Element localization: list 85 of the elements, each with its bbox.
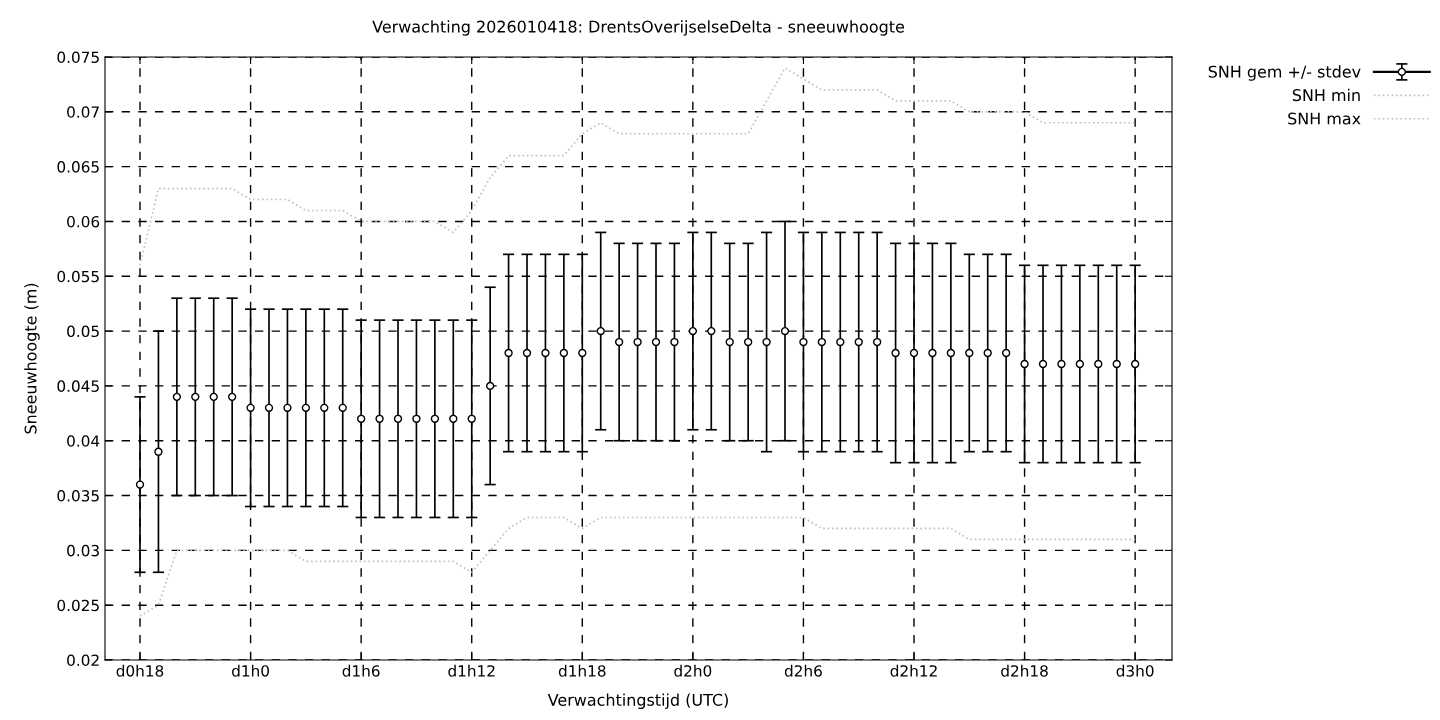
y-tick-label: 0.05	[67, 325, 99, 338]
point	[1038, 359, 1048, 369]
point	[264, 403, 274, 413]
y-tick-label: 0.025	[57, 599, 99, 612]
point	[283, 403, 292, 413]
point	[449, 414, 458, 423]
point	[541, 348, 550, 358]
y-tick-label: 0.06	[67, 215, 100, 228]
chart-title: Verwachting 2026010418: DrentsOverijselseDelta - sneeuwhoogte	[372, 20, 905, 36]
x-tick-label: d2h6	[784, 664, 822, 677]
x-tick-label: d2h18	[1001, 664, 1048, 677]
point	[965, 348, 974, 358]
point	[227, 392, 237, 402]
legend-label: SNH gem +/- stdev	[1208, 65, 1361, 81]
point	[154, 447, 163, 456]
y-tick-label: 0.035	[57, 490, 99, 502]
legend-label: SNH min	[1292, 88, 1360, 102]
point	[467, 414, 476, 423]
point	[799, 337, 808, 347]
point	[743, 337, 753, 347]
y-tick-label: 0.045	[57, 380, 99, 392]
point	[559, 348, 569, 358]
point	[191, 392, 200, 402]
point	[670, 337, 679, 347]
point	[1112, 359, 1121, 369]
line-series	[139, 516, 1136, 617]
point	[633, 337, 642, 347]
point	[356, 414, 366, 423]
point	[578, 348, 587, 358]
point	[375, 414, 384, 423]
point	[209, 392, 218, 402]
point	[854, 337, 863, 347]
point	[1130, 359, 1140, 369]
point	[1075, 359, 1085, 369]
y-tick-label: 0.065	[57, 161, 99, 173]
x-tick-label: d2h12	[890, 664, 937, 677]
point	[817, 337, 827, 347]
point	[320, 403, 329, 413]
y-tick-label: 0.02	[67, 654, 99, 667]
y-tick-label: 0.07	[67, 106, 99, 118]
line-series	[139, 67, 1136, 267]
point	[725, 337, 734, 347]
point	[780, 326, 790, 336]
x-tick-label: d2h0	[674, 664, 712, 677]
x-tick-label: d1h12	[448, 664, 495, 677]
x-tick-label: d1h18	[558, 664, 606, 677]
point	[983, 348, 992, 358]
y-tick-label: 0.04	[67, 435, 100, 447]
point	[504, 348, 513, 358]
point	[836, 337, 845, 347]
point	[872, 337, 882, 347]
point	[246, 403, 255, 413]
point	[412, 414, 421, 423]
point	[909, 348, 919, 358]
point	[485, 381, 495, 391]
point	[614, 337, 624, 347]
x-tick-label: d1h6	[342, 664, 380, 677]
y-tick-label: 0.03	[67, 544, 99, 557]
point	[172, 392, 182, 402]
point	[1057, 359, 1066, 369]
point	[135, 480, 145, 489]
point	[1020, 359, 1029, 369]
x-tick-label: d3h0	[1116, 664, 1154, 677]
point	[338, 403, 347, 413]
point	[522, 348, 532, 358]
x-tick-label: d1h0	[232, 664, 269, 677]
point	[301, 403, 311, 413]
point	[1094, 359, 1103, 369]
point	[430, 414, 440, 423]
point	[762, 337, 771, 347]
point	[891, 348, 900, 358]
point	[596, 326, 605, 336]
point	[707, 326, 716, 336]
y-axis-title: Sneeuwhoogte (m)	[24, 283, 40, 434]
legend-label: SNH max	[1288, 112, 1361, 125]
y-tick-label: 0.055	[57, 270, 99, 283]
point	[946, 348, 956, 358]
x-axis-title: Verwachtingstijd (UTC)	[547, 693, 728, 709]
x-tick-label: d0h18	[116, 664, 164, 677]
point	[688, 326, 698, 336]
point	[393, 414, 403, 423]
point	[928, 348, 937, 358]
point	[651, 337, 661, 347]
point	[1001, 348, 1011, 358]
y-tick-label: 0.075	[57, 51, 99, 64]
